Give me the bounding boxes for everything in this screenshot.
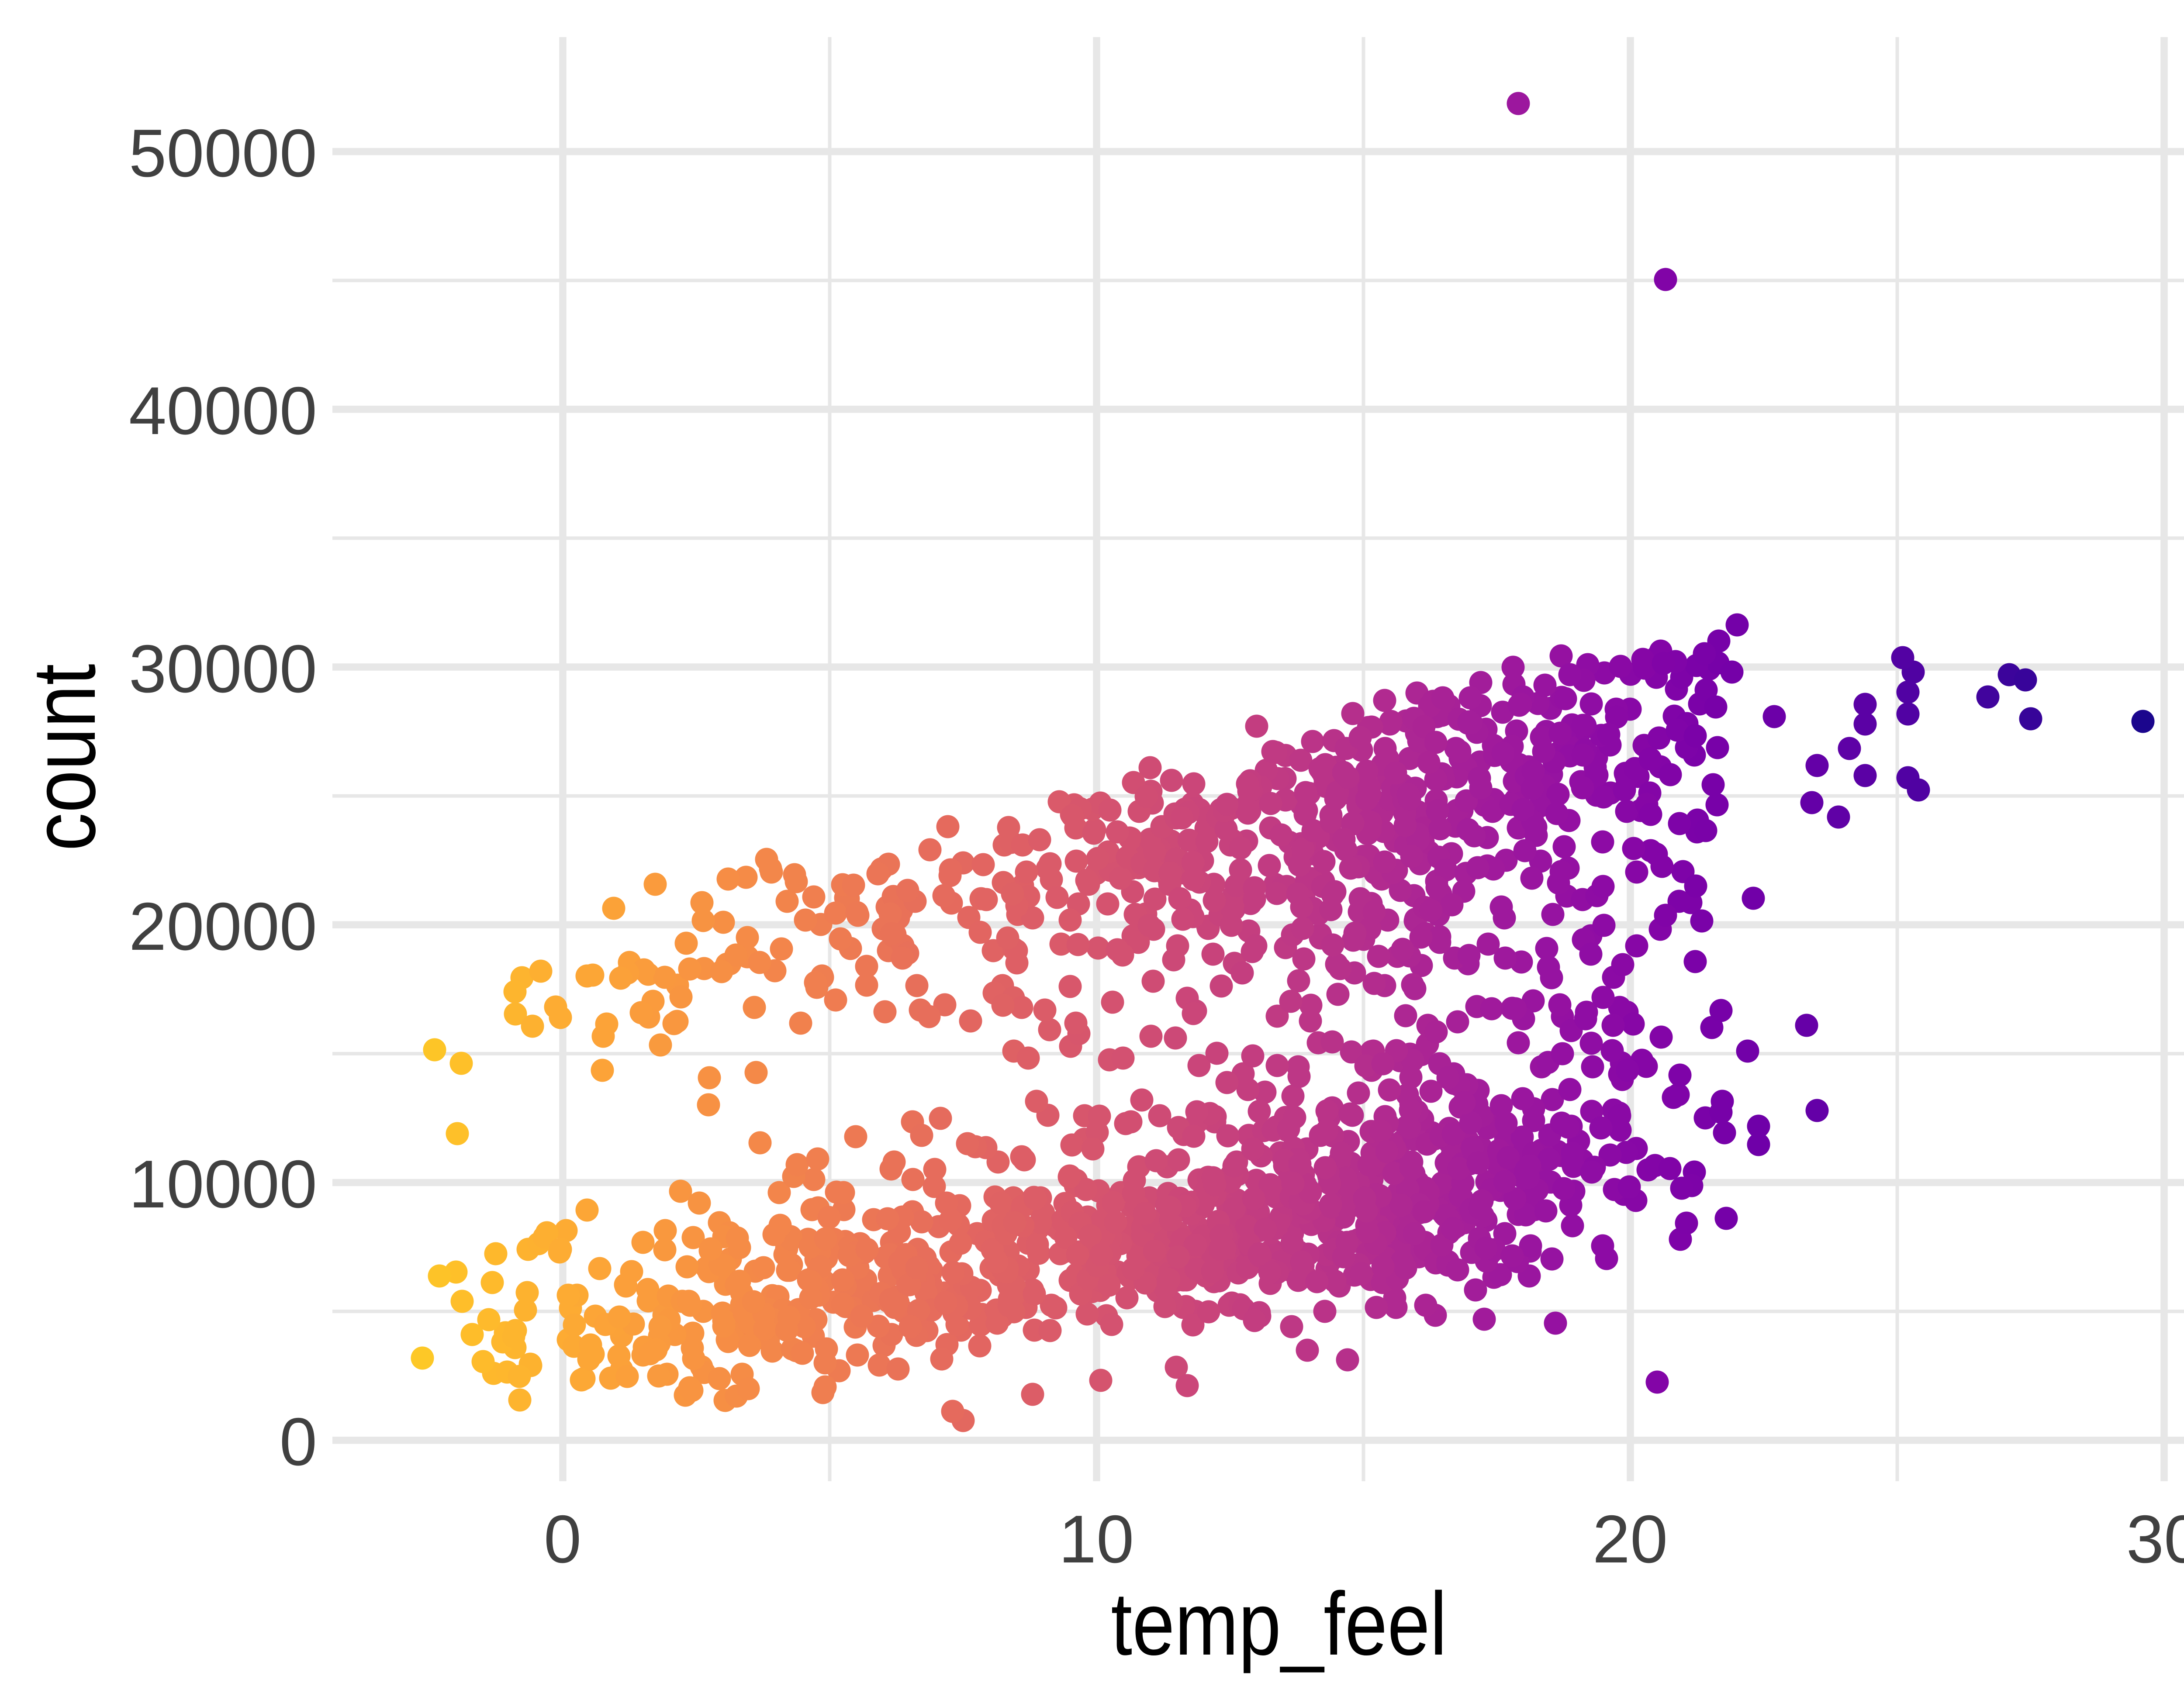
svg-text:10000: 10000 [129, 1146, 317, 1222]
svg-text:10: 10 [1059, 1501, 1134, 1577]
svg-text:50000: 50000 [129, 115, 317, 191]
svg-text:20: 20 [1593, 1501, 1668, 1577]
svg-text:count: count [14, 664, 114, 851]
svg-text:temp_feel: temp_feel [1111, 1574, 1447, 1674]
svg-text:40000: 40000 [129, 373, 317, 448]
svg-text:30000: 30000 [129, 631, 317, 707]
svg-text:0: 0 [280, 1404, 317, 1479]
svg-text:20000: 20000 [129, 889, 317, 964]
svg-text:0: 0 [544, 1501, 581, 1577]
svg-text:30: 30 [2126, 1501, 2184, 1577]
